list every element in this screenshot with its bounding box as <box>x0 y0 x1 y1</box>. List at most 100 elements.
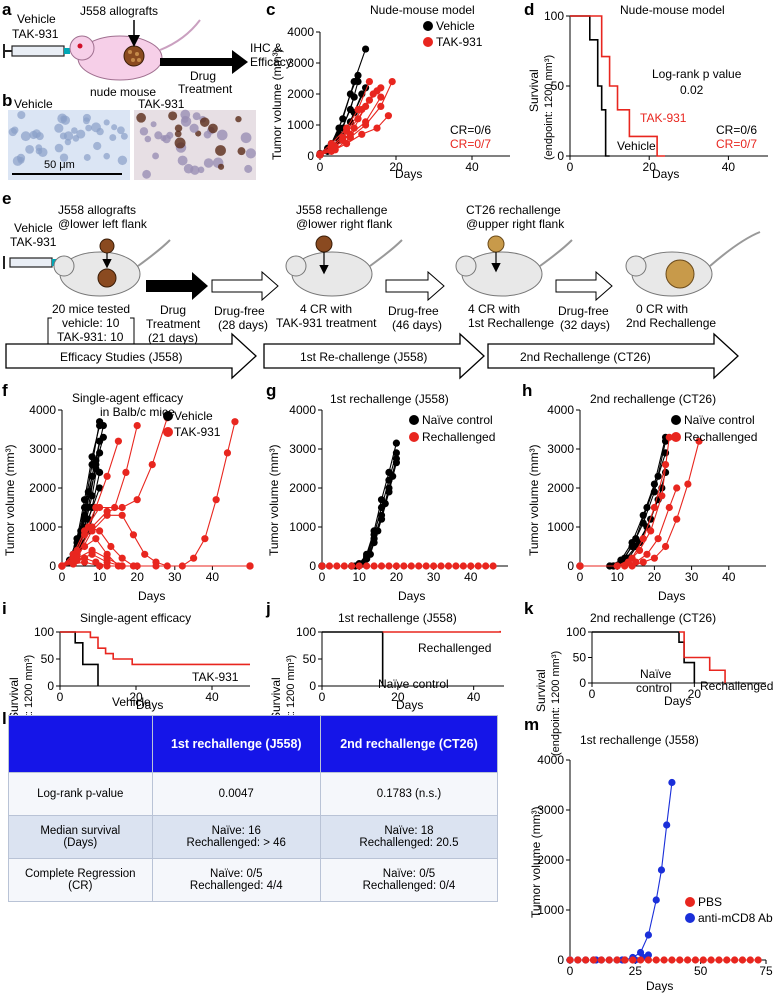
ihc-cell <box>215 145 226 156</box>
c-data-point <box>365 78 373 86</box>
i-vehicle-label: Vehicle <box>112 695 151 709</box>
ihc-cell <box>208 123 218 134</box>
g-x-tick-label: 20 <box>390 570 404 584</box>
table-row: Median survival (Days) Naïve: 16 Rechallen… <box>8 815 499 859</box>
f-data-point <box>80 558 89 566</box>
ihc-cell <box>154 131 163 140</box>
h-data-point <box>665 433 673 441</box>
panel-e-label: e <box>2 189 11 208</box>
k-y-tick-label: 100 <box>566 625 586 639</box>
g-legend-re-marker <box>409 432 419 442</box>
e-free1b: (28 days) <box>218 318 268 332</box>
m-legend-pbs-marker <box>685 897 695 907</box>
f-title2: in Balb/c mice <box>100 405 175 419</box>
f-title1: Single-agent efficacy <box>72 391 183 405</box>
g-series-line <box>322 458 397 567</box>
e-free2b: (46 days) <box>392 318 442 332</box>
a-ihc-label: IHC & <box>250 41 282 55</box>
g-data-point <box>430 562 438 570</box>
k-y-tick-label: 0 <box>579 676 586 690</box>
row-name-line2: (Days) <box>63 837 98 849</box>
ihc-cell <box>245 148 256 159</box>
c-title: Nude-mouse model <box>370 3 475 17</box>
h-legend-naive: Naïve control <box>684 413 755 427</box>
table-row: Complete Regression (CR) Naïve: 0/5 Rechal… <box>8 858 499 902</box>
g-data-point <box>444 562 453 570</box>
ihc-cell <box>54 143 64 153</box>
h-data-point <box>647 527 655 535</box>
ihc-cell <box>174 124 183 133</box>
m-x-tick-label: 25 <box>629 964 643 978</box>
panel-b-label: b <box>2 91 12 110</box>
c-y-tick-label: 2000 <box>287 87 314 101</box>
e-mice2: vehicle: 10 <box>62 316 120 330</box>
panel-h-label: h <box>522 381 532 400</box>
i-ylabel1: Survival <box>7 677 21 720</box>
c-data-point <box>316 150 324 158</box>
value-line: Naïve: 0/5 <box>210 868 263 880</box>
m-series-line <box>570 782 673 961</box>
g-data-point <box>348 562 356 570</box>
h-data-point <box>643 503 651 512</box>
e-drug1: Drug <box>160 303 186 317</box>
h-data-point <box>650 503 659 512</box>
mouse-2-icon <box>285 235 403 297</box>
c-data-point <box>339 115 347 123</box>
ihc-cell <box>181 115 189 123</box>
f-x-tick-label: 0 <box>59 570 66 584</box>
m-ylabel: Tumor volume (mm³) <box>529 806 543 918</box>
d-y-tick-label: 0 <box>557 149 564 163</box>
f-data-point <box>99 422 107 430</box>
m-legend-cd8-marker <box>685 913 695 923</box>
c-y-tick-label: 0 <box>307 149 314 163</box>
f-x-tick-label: 10 <box>93 570 107 584</box>
c-x-tick-label: 40 <box>465 160 479 174</box>
m-y-tick-label: 4000 <box>537 753 564 767</box>
m-xlabel: Days <box>646 979 673 993</box>
g-data-point <box>474 562 482 570</box>
c-data-point <box>377 84 385 92</box>
j-title: 1st rechallenge (J558) <box>338 611 457 625</box>
m-x-tick-label: 0 <box>567 964 574 978</box>
e-allo1: J558 allografts <box>58 203 136 217</box>
m-y-tick-label: 1000 <box>537 903 564 917</box>
f-data-point <box>231 418 239 426</box>
table-header-cell <box>8 715 153 773</box>
g-data-point <box>385 562 393 570</box>
ihc-cell <box>217 163 225 170</box>
panel-c-label: c <box>266 0 275 19</box>
f-data-point <box>103 558 111 566</box>
f-y-tick-label: 0 <box>49 559 56 573</box>
f-data-point <box>148 461 156 469</box>
table-header-cell: 1st rechallenge (J558) <box>151 715 321 773</box>
ihc-cell <box>150 121 157 128</box>
h-y-tick-label: 4000 <box>547 403 574 417</box>
m-data-point <box>582 956 590 964</box>
m-data-point <box>597 956 605 964</box>
g-series-line <box>322 452 397 567</box>
c-data-point <box>358 130 366 138</box>
h-x-tick-label: 40 <box>722 570 736 584</box>
f-y-tick-label: 1000 <box>29 520 56 534</box>
h-y-tick-label: 0 <box>567 559 574 573</box>
f-data-point <box>122 468 130 476</box>
ihc-cell <box>237 147 246 156</box>
row-name-line1: Complete Regression <box>24 868 136 880</box>
ihc-cell <box>93 141 102 151</box>
ihc-cell <box>203 130 212 139</box>
a-drug-label: Drug <box>190 69 216 83</box>
h-data-point <box>643 550 651 558</box>
m-data-point <box>738 956 747 964</box>
k-x-tick-label: 20 <box>688 687 702 701</box>
g-data-point <box>415 562 423 570</box>
m-data-point <box>613 956 621 964</box>
f-legend-tak-marker <box>163 427 173 437</box>
d-logrank: Log-rank p value <box>652 67 742 81</box>
panel-g-label: g <box>266 381 276 400</box>
panel-m-label: m <box>524 715 539 734</box>
b-tak-label: TAK-931 <box>138 97 185 111</box>
h-data-point <box>576 562 584 570</box>
m-data-point <box>629 956 637 964</box>
f-ylabel: Tumor volume (mm³) <box>3 444 17 556</box>
m-data-point <box>652 956 660 964</box>
